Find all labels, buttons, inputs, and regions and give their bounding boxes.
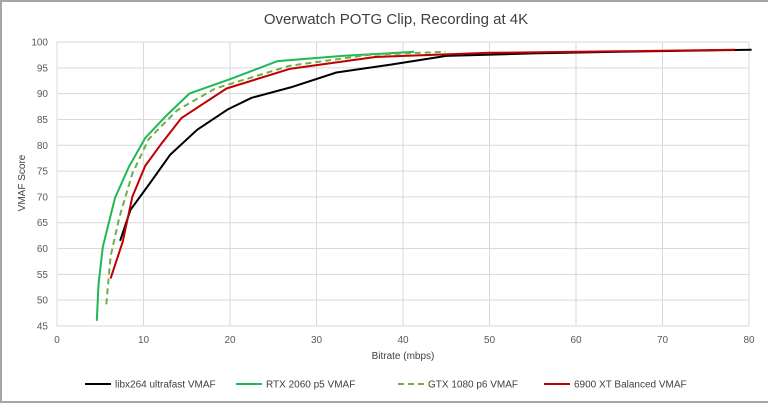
y-tick-label: 95 bbox=[37, 63, 49, 74]
y-tick-label: 90 bbox=[37, 89, 49, 100]
x-tick-label: 0 bbox=[54, 335, 60, 346]
x-tick-label: 10 bbox=[138, 335, 150, 346]
y-tick-label: 60 bbox=[37, 244, 49, 255]
gridlines bbox=[56, 41, 750, 327]
chart-title: Overwatch POTG Clip, Recording at 4K bbox=[264, 11, 528, 28]
series-line-1 bbox=[95, 50, 415, 321]
x-tick-label: 80 bbox=[743, 335, 755, 346]
legend-label-1: RTX 2060 p5 VMAF bbox=[266, 380, 355, 391]
legend-label-3: 6900 XT Balanced VMAF bbox=[574, 380, 687, 391]
legend: libx264 ultrafast VMAF RTX 2060 p5 VMAF GT… bbox=[85, 380, 687, 391]
x-axis-ticks: 0 10 20 30 40 50 60 70 80 bbox=[54, 335, 755, 346]
y-tick-label: 100 bbox=[31, 38, 48, 49]
y-tick-label: 45 bbox=[37, 322, 49, 333]
x-tick-label: 40 bbox=[397, 335, 409, 346]
y-axis-ticks: 45 50 55 60 65 70 75 80 85 90 95 100 bbox=[31, 38, 48, 333]
x-tick-label: 30 bbox=[311, 335, 323, 346]
series-line-0 bbox=[119, 48, 752, 242]
y-tick-label: 80 bbox=[37, 141, 49, 152]
y-tick-label: 85 bbox=[37, 115, 49, 126]
series-line-2 bbox=[105, 50, 446, 305]
legend-label-0: libx264 ultrafast VMAF bbox=[115, 380, 216, 391]
x-tick-label: 60 bbox=[570, 335, 582, 346]
series-lines bbox=[95, 48, 752, 321]
legend-label-2: GTX 1080 p6 VMAF bbox=[428, 380, 518, 391]
series-line-3 bbox=[109, 48, 736, 279]
x-axis-label: Bitrate (mbps) bbox=[372, 351, 435, 362]
y-tick-label: 65 bbox=[37, 218, 49, 229]
y-tick-label: 75 bbox=[37, 167, 49, 178]
x-tick-label: 70 bbox=[657, 335, 669, 346]
x-tick-label: 20 bbox=[224, 335, 236, 346]
y-tick-label: 55 bbox=[37, 270, 49, 281]
y-tick-label: 50 bbox=[37, 296, 49, 307]
y-tick-label: 70 bbox=[37, 192, 49, 203]
x-tick-label: 50 bbox=[484, 335, 496, 346]
y-axis-label: VMAF Score bbox=[17, 154, 28, 211]
